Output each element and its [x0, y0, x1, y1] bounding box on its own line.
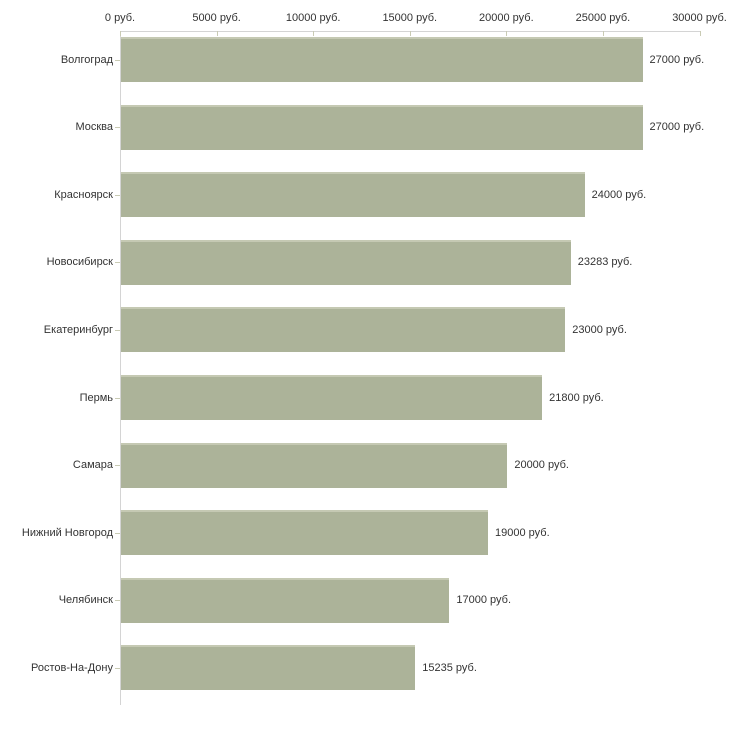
- y-axis-tick-mark: [115, 194, 120, 196]
- category-label: Ростов-На-Дону: [30, 661, 113, 674]
- category-label: Красноярск: [54, 188, 113, 201]
- value-label: 15235 руб.: [422, 661, 477, 674]
- category-label: Нижний Новгород: [21, 526, 113, 539]
- x-axis-tick-mark: [602, 31, 604, 36]
- x-axis-tick-mark: [216, 31, 218, 36]
- bar: [121, 510, 489, 556]
- y-axis-tick-mark: [115, 127, 120, 129]
- bar: [121, 577, 450, 623]
- x-axis-tick-label: 0 руб.: [104, 12, 136, 24]
- y-axis-tick-mark: [115, 532, 120, 534]
- value-label: 23283 руб.: [577, 256, 633, 269]
- y-axis-tick-mark: [115, 329, 120, 331]
- y-axis-tick-mark: [115, 397, 120, 399]
- value-label: 27000 руб.: [649, 53, 705, 66]
- category-label: Москва: [75, 121, 113, 134]
- x-axis-tick-mark: [120, 31, 121, 36]
- category-label: Пермь: [79, 391, 113, 404]
- x-axis-tick-label: 10000 руб.: [285, 12, 341, 24]
- value-label: 20000 руб.: [514, 459, 569, 472]
- value-label: 21800 руб.: [549, 391, 604, 404]
- bar: [121, 37, 643, 82]
- bar: [121, 375, 543, 420]
- x-axis-tick-label: 30000 руб.: [672, 12, 727, 24]
- y-axis-tick-mark: [115, 600, 120, 602]
- y-axis-tick-mark: [115, 667, 120, 669]
- value-label: 23000 руб.: [572, 323, 627, 336]
- category-label: Челябинск: [58, 594, 113, 607]
- bar: [121, 104, 643, 150]
- value-label: 19000 руб.: [495, 526, 550, 539]
- x-axis-tick-label: 5000 руб.: [192, 12, 241, 24]
- value-label: 24000 руб.: [591, 188, 647, 201]
- bar: [121, 645, 416, 691]
- x-axis-tick-mark: [313, 31, 315, 36]
- y-axis-tick-mark: [115, 262, 120, 264]
- category-label: Новосибирск: [46, 256, 113, 269]
- category-label: Волгоград: [60, 53, 113, 66]
- x-axis-tick-mark: [506, 31, 508, 36]
- value-label: 17000 руб.: [456, 594, 511, 607]
- value-label: 27000 руб.: [649, 121, 705, 134]
- x-axis-tick-label: 25000 руб.: [575, 12, 631, 24]
- bar: [121, 442, 508, 488]
- x-axis-tick-label: 20000 руб.: [479, 12, 534, 24]
- y-axis-tick-mark: [115, 465, 120, 467]
- category-label: Екатеринбург: [43, 323, 113, 336]
- bar: [121, 307, 566, 353]
- x-axis-tick-mark: [409, 31, 411, 36]
- x-axis-tick-mark: [699, 31, 701, 36]
- bar: [121, 172, 585, 218]
- y-axis-tick-mark: [115, 59, 120, 61]
- y-axis-line: [120, 31, 121, 705]
- bar: [121, 239, 571, 285]
- x-axis-tick-label: 15000 руб.: [382, 12, 438, 24]
- category-label: Самара: [72, 459, 113, 472]
